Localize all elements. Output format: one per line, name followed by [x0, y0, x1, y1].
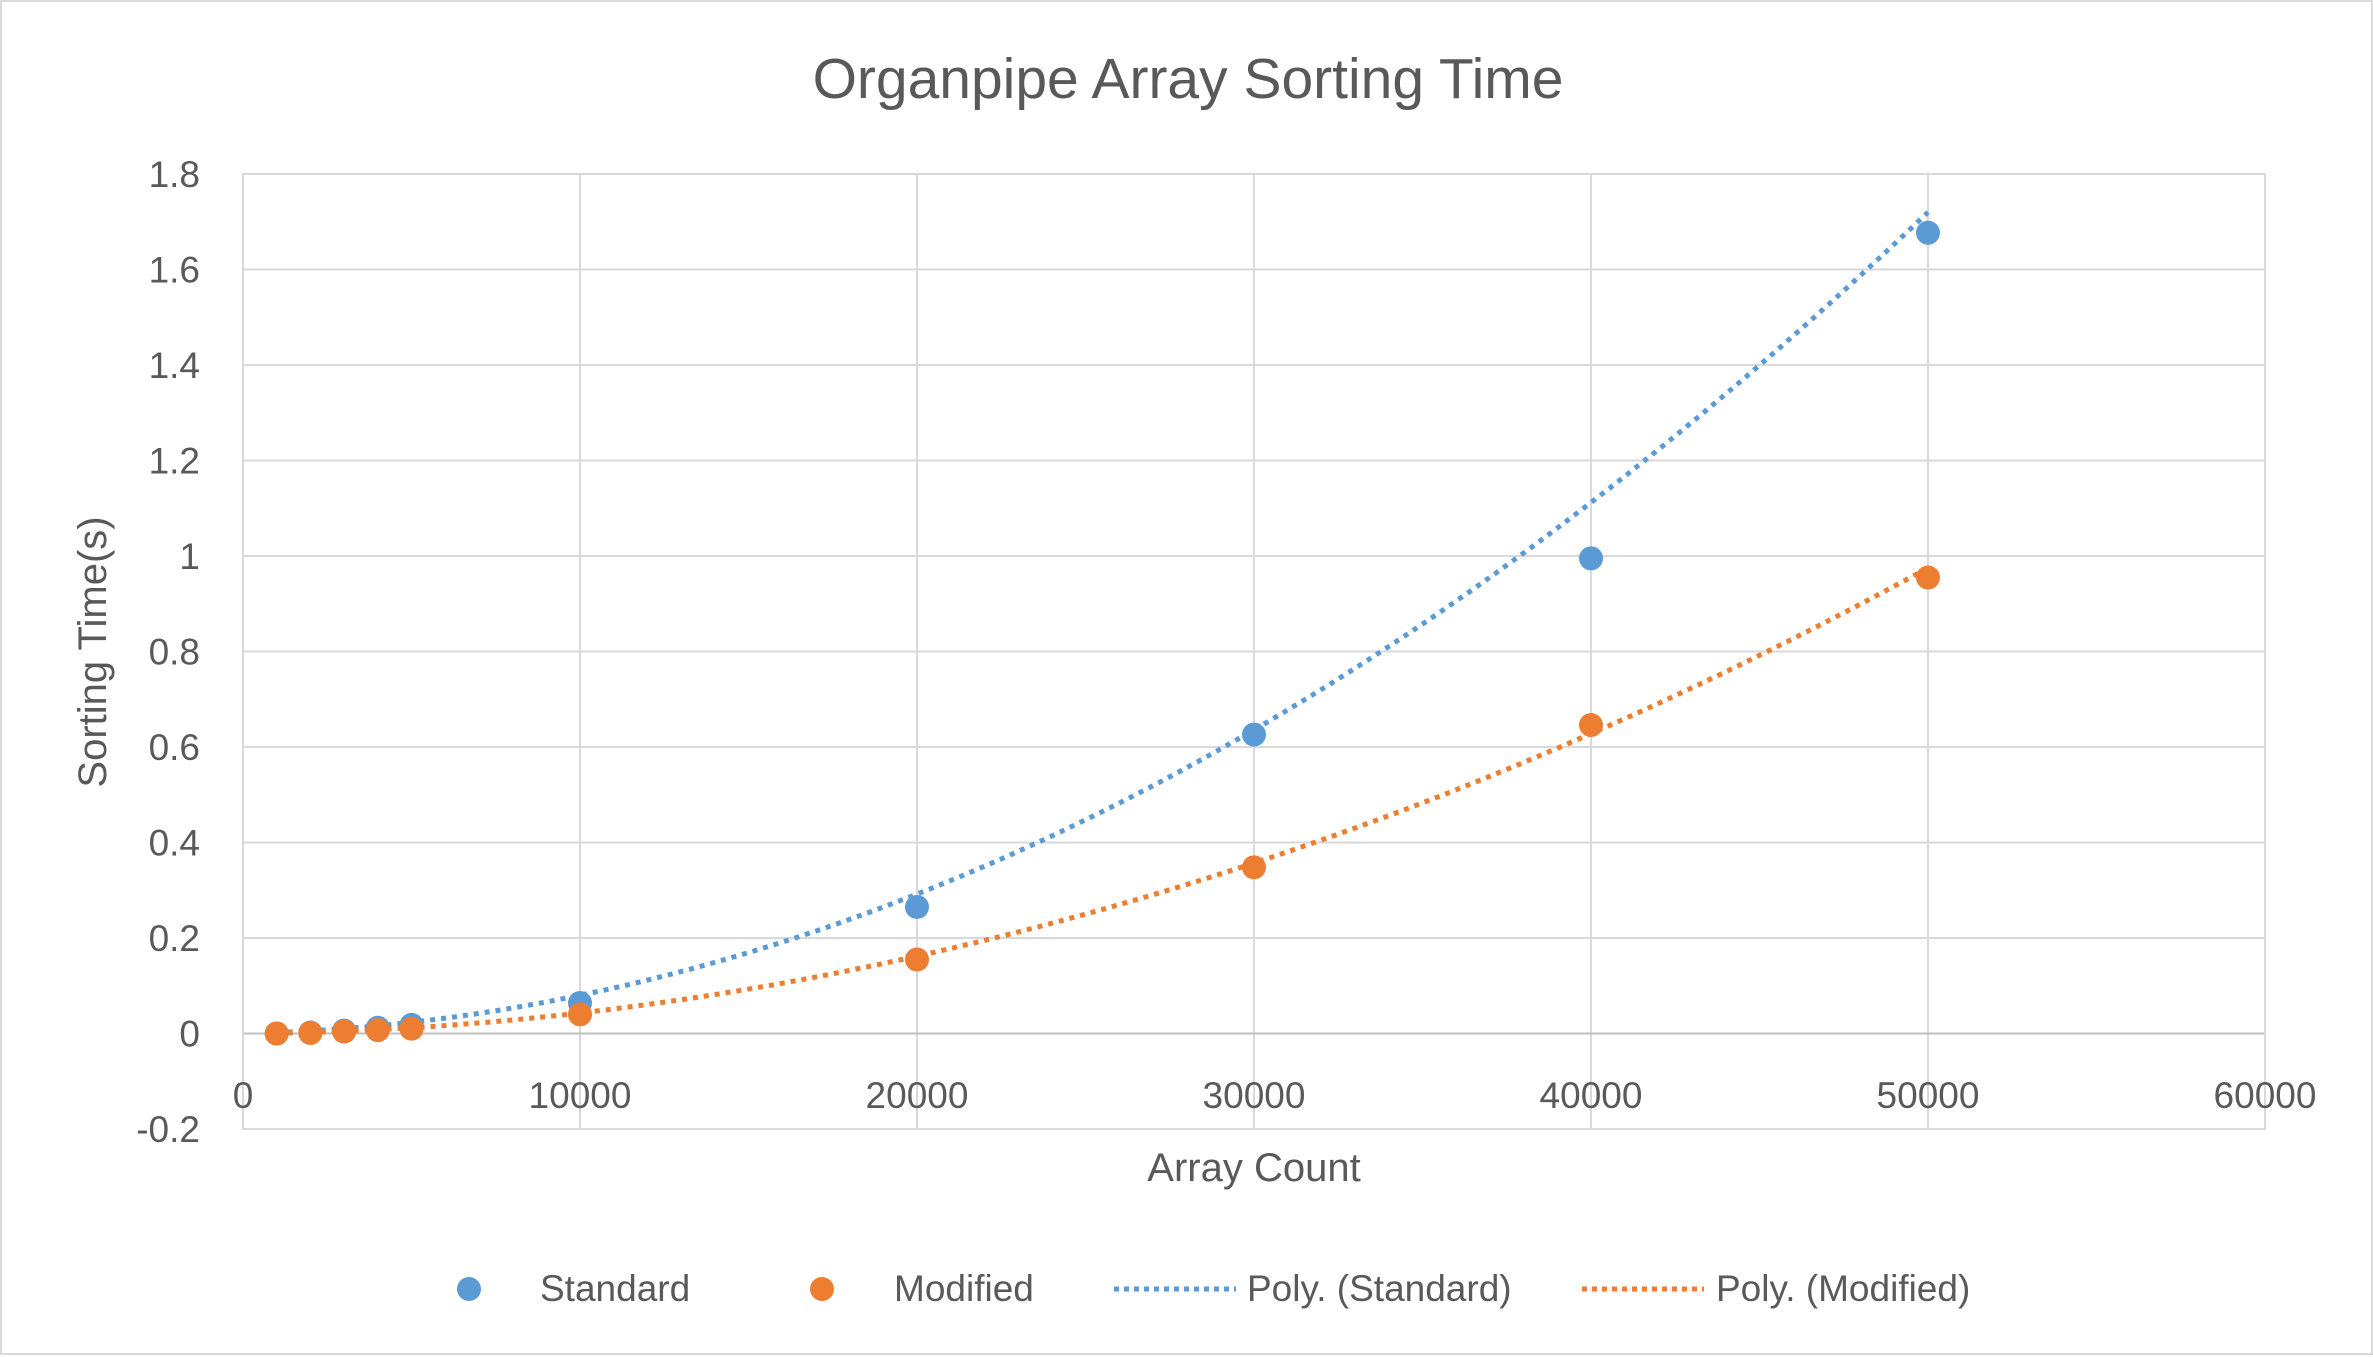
- point-modified: [298, 1021, 323, 1046]
- x-tick-label: 20000: [866, 1075, 969, 1116]
- point-modified: [332, 1019, 357, 1044]
- y-tick-label: 1.2: [149, 441, 200, 482]
- x-tick-label: 60000: [2214, 1075, 2317, 1116]
- point-modified: [1579, 713, 1603, 738]
- x-tick-label: 50000: [1877, 1075, 1980, 1116]
- legend-poly-standard-label: Poly. (Standard): [1247, 1268, 1512, 1309]
- point-standard: [905, 894, 929, 919]
- legend: Standard Modified Poly. (Standard) Poly.…: [457, 1268, 1970, 1309]
- trendline-standard: [276, 210, 1930, 1036]
- chart-title: Organpipe Array Sorting Time: [813, 47, 1564, 111]
- point-standard: [1916, 220, 1940, 245]
- y-tick-label: 0.6: [149, 727, 200, 768]
- grid-lines: [243, 174, 2265, 1129]
- legend-standard-label: Standard: [540, 1268, 690, 1309]
- point-modified: [264, 1021, 289, 1046]
- legend-poly-modified-label: Poly. (Modified): [1716, 1268, 1970, 1309]
- y-tick-label: 1: [179, 536, 200, 577]
- point-modified: [1242, 855, 1266, 880]
- trendline-modified: [276, 565, 1930, 1036]
- x-tick-label: 40000: [1540, 1075, 1643, 1116]
- tick-labels: 0 10000 20000 30000 40000 50000 60000 -0.2 0 0.2 0…: [136, 154, 2316, 1150]
- y-axis-title: Sorting Time(s): [71, 516, 115, 787]
- x-tick-label: 30000: [1203, 1075, 1306, 1116]
- y-tick-label: 0.2: [149, 918, 200, 959]
- y-tick-label: 1.4: [149, 345, 200, 386]
- y-tick-label: -0.2: [136, 1109, 200, 1150]
- point-standard: [1579, 546, 1603, 571]
- point-modified: [365, 1018, 390, 1043]
- y-tick-label: 0.8: [149, 632, 200, 673]
- point-modified: [399, 1016, 424, 1041]
- legend-standard-marker: [457, 1277, 481, 1301]
- legend-modified-label: Modified: [894, 1268, 1034, 1309]
- point-standard: [1242, 722, 1266, 747]
- y-tick-label: 0: [179, 1014, 200, 1055]
- point-modified: [1916, 565, 1940, 590]
- data-points: [264, 220, 1940, 1046]
- y-tick-label: 1.6: [149, 250, 200, 291]
- y-tick-label: 0.4: [149, 823, 200, 864]
- x-tick-label: 0: [233, 1075, 254, 1116]
- x-axis-title: Array Count: [1147, 1146, 1360, 1190]
- point-modified: [568, 1002, 592, 1027]
- point-modified: [905, 947, 929, 972]
- legend-modified-marker: [810, 1277, 834, 1301]
- x-tick-label: 10000: [529, 1075, 632, 1116]
- y-tick-label: 1.8: [149, 154, 200, 195]
- plot-area-border: [242, 173, 2266, 1130]
- trendlines: [276, 210, 1930, 1036]
